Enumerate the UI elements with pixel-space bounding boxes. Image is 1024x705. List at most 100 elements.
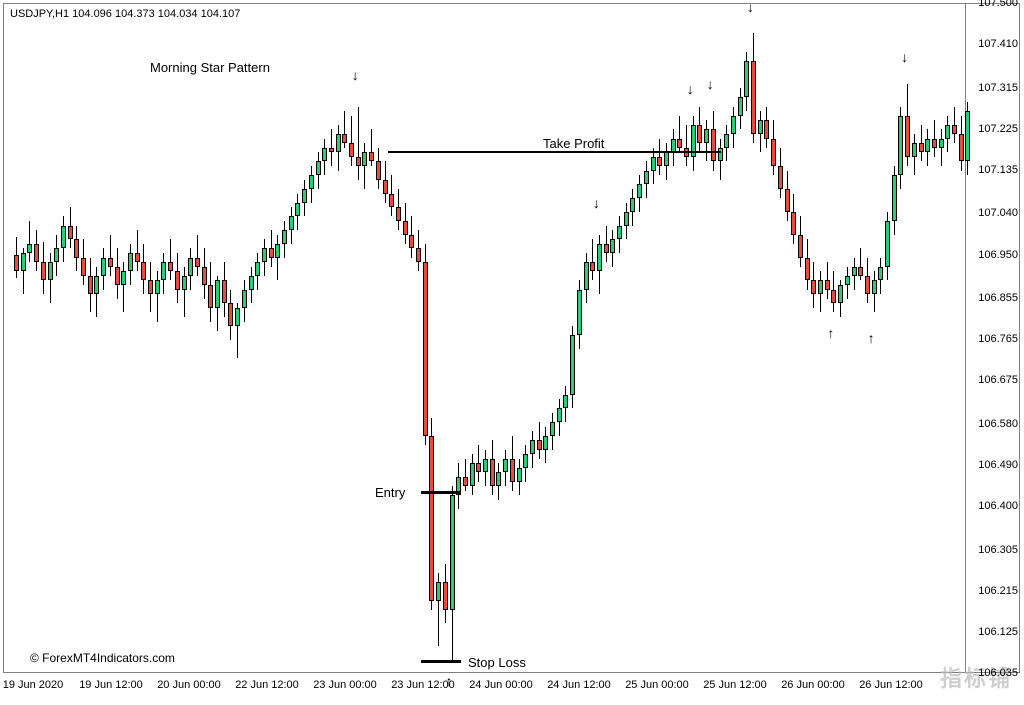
candle-wick — [358, 107, 359, 180]
candle-wick — [184, 267, 185, 317]
candle-wick — [686, 125, 687, 166]
candle-body — [764, 120, 769, 138]
candle-body — [369, 152, 374, 161]
candle-body — [269, 248, 274, 257]
candle-wick — [157, 271, 158, 321]
x-tick-label: 19 Jun 2020 — [3, 679, 64, 691]
candle-body — [289, 216, 294, 230]
candle-body — [912, 143, 917, 157]
candle-body — [27, 244, 32, 253]
candle-body — [396, 207, 401, 221]
candle-body — [798, 235, 803, 258]
candle-body — [677, 139, 682, 148]
candle-body — [155, 280, 160, 294]
candle-body — [490, 459, 495, 486]
y-tick-label: 107.225 — [978, 123, 1018, 135]
candle-body — [771, 139, 776, 166]
candle-body — [362, 152, 367, 166]
x-tick-label: 20 Jun 00:00 — [157, 679, 221, 691]
candle-body — [222, 280, 227, 303]
candle-body — [228, 303, 233, 326]
candle-body — [664, 152, 669, 166]
y-tick-label: 106.580 — [978, 418, 1018, 430]
candle-wick — [110, 235, 111, 276]
candle-body — [161, 262, 166, 280]
candle-body — [590, 262, 595, 271]
x-tick-label: 26 Jun 12:00 — [859, 679, 923, 691]
candle-body — [436, 582, 441, 600]
candle-body — [470, 463, 475, 486]
y-tick-label: 106.855 — [978, 292, 1018, 304]
candle-body — [523, 454, 528, 468]
candle-wick — [197, 235, 198, 276]
y-tick-label: 107.315 — [978, 82, 1018, 94]
candle-body — [758, 120, 763, 134]
candle-body — [496, 472, 501, 486]
copyright-label: © ForexMT4Indicators.com — [30, 651, 175, 665]
annotation-line — [421, 660, 461, 663]
candle-body — [14, 255, 19, 271]
x-tick-label: 26 Jun 00:00 — [781, 679, 845, 691]
candle-body — [865, 276, 870, 294]
candle-body — [208, 285, 213, 308]
y-tick-label: 107.040 — [978, 207, 1018, 219]
candle-body — [309, 175, 314, 189]
candle-body — [831, 290, 836, 304]
candle-body — [939, 139, 944, 148]
y-tick-label: 106.215 — [978, 585, 1018, 597]
candle-body — [945, 125, 950, 139]
candle-body — [74, 239, 79, 257]
candle-body — [429, 436, 434, 601]
candle-body — [785, 189, 790, 212]
candle-body — [845, 276, 850, 285]
y-tick-label: 106.125 — [978, 626, 1018, 638]
candle-body — [295, 203, 300, 217]
annotation-line — [421, 491, 461, 494]
candle-body — [463, 477, 468, 486]
candle-body — [878, 267, 883, 281]
candle-body — [342, 134, 347, 143]
candle-body — [744, 61, 749, 98]
candle-body — [584, 262, 589, 289]
candle-body — [711, 129, 716, 161]
annotation-label: Take Profit — [543, 136, 604, 151]
candle-body — [68, 226, 73, 240]
candle-body — [141, 262, 146, 280]
candle-wick — [29, 221, 30, 262]
arrow-down-icon: ↓ — [901, 49, 908, 65]
candle-body — [409, 235, 414, 249]
candle-body — [503, 459, 508, 473]
candle-body — [597, 244, 602, 271]
candle-wick — [137, 230, 138, 271]
candle-body — [135, 253, 140, 262]
candle-wick — [351, 116, 352, 166]
candle-body — [262, 248, 267, 262]
annotation-line — [388, 151, 721, 153]
candle-body — [925, 139, 930, 153]
candle-body — [21, 253, 26, 271]
candle-body — [115, 267, 120, 285]
candle-body — [356, 157, 361, 166]
y-tick-label: 107.135 — [978, 164, 1018, 176]
candle-body — [329, 148, 334, 153]
candle-body — [530, 440, 535, 454]
candle-body — [858, 267, 863, 276]
candle-body — [818, 280, 823, 294]
candle-body — [121, 271, 126, 285]
candle-body — [570, 335, 575, 394]
candle-body — [905, 116, 910, 157]
arrow-up-icon: ↑ — [446, 673, 453, 689]
candle-body — [255, 262, 260, 276]
candle-body — [704, 129, 709, 143]
x-tick-label: 25 Jun 00:00 — [625, 679, 689, 691]
candle-wick — [592, 239, 593, 280]
candle-body — [182, 276, 187, 290]
x-tick-label: 19 Jun 12:00 — [79, 679, 143, 691]
candle-body — [919, 143, 924, 152]
candle-body — [557, 408, 562, 422]
candle-body — [852, 267, 857, 276]
candle-body — [838, 285, 843, 303]
candle-body — [577, 290, 582, 336]
candle-body — [376, 161, 381, 179]
candle-body — [389, 194, 394, 208]
